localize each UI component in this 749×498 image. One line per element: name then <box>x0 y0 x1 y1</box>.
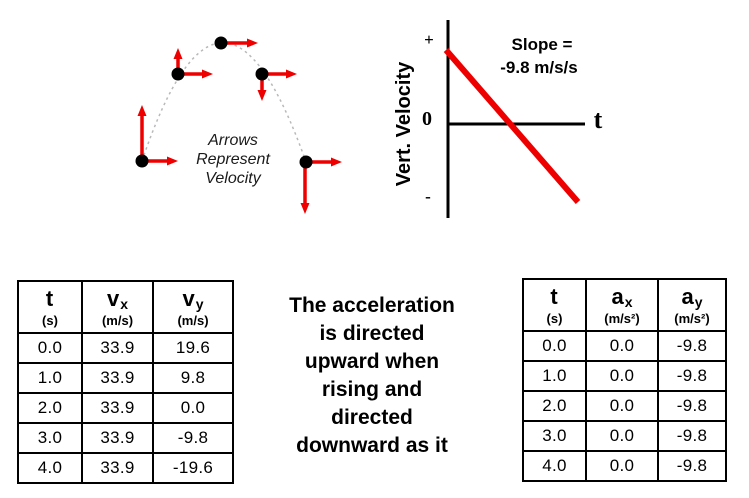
table-cell: 4.0 <box>17 452 83 484</box>
table-row: 3.0 33.9 -9.8 <box>17 422 234 454</box>
table-cell: 0.0 <box>585 450 659 482</box>
table-cell: -19.6 <box>152 452 234 484</box>
acceleration-table: t (s) ax (m/s²) ay (m/s²) 0.0 0.0 -9.8 <box>522 278 727 482</box>
projectile-dot <box>135 154 149 168</box>
projectile-points <box>135 36 313 169</box>
velocity-time-graph: + 0 - t Vert. Velocity Slope = -9.8 m/s/… <box>393 20 603 218</box>
table-cell: 2.0 <box>17 392 83 424</box>
y-tick-minus: - <box>425 187 431 206</box>
table-cell: 33.9 <box>81 362 154 394</box>
trajectory-caption-line: Velocity <box>205 170 261 187</box>
table-cell: -9.8 <box>657 390 727 422</box>
table-cell: 0.0 <box>585 420 659 452</box>
table-cell: -9.8 <box>152 422 234 454</box>
col-header-vy: vy (m/s) <box>152 280 234 334</box>
col-header-ay: ay (m/s²) <box>657 278 727 332</box>
table-cell: 0.0 <box>17 332 83 364</box>
col-header-t: t (s) <box>17 280 83 334</box>
projectile-dot <box>171 67 185 81</box>
table-cell: 0.0 <box>522 330 587 362</box>
statement-line: directed <box>331 406 413 429</box>
y-axis-label: Vert. Velocity <box>393 61 415 186</box>
velocity-table: t (s) vx (m/s) vy (m/s) 0.0 33.9 19.6 <box>17 280 234 484</box>
slope-annotation-line: Slope = <box>512 35 573 54</box>
table-cell: 0.0 <box>585 330 659 362</box>
table-cell: 33.9 <box>81 452 154 484</box>
table-cell: -9.8 <box>657 420 727 452</box>
table-cell: 2.0 <box>522 390 587 422</box>
table-row: 2.0 0.0 -9.8 <box>522 390 727 422</box>
table-cell: 33.9 <box>81 422 154 454</box>
trajectory-caption-line: Arrows <box>207 132 258 149</box>
y-tick-zero: 0 <box>422 108 432 130</box>
table-cell: 0.0 <box>585 390 659 422</box>
table-cell: 3.0 <box>522 420 587 452</box>
statement-line: The acceleration <box>289 294 455 317</box>
col-header-vx: vx (m/s) <box>81 280 154 334</box>
table-cell: 1.0 <box>17 362 83 394</box>
table-cell: 0.0 <box>585 360 659 392</box>
table-cell: -9.8 <box>657 360 727 392</box>
table-cell: 9.8 <box>152 362 234 394</box>
table-cell: 3.0 <box>17 422 83 454</box>
table-row: 4.0 0.0 -9.8 <box>522 450 727 482</box>
projectile-dot <box>214 36 228 50</box>
table-row: 1.0 33.9 9.8 <box>17 362 234 394</box>
statement-line: rising and <box>321 378 423 401</box>
table-cell: 33.9 <box>81 392 154 424</box>
table-row: 0.0 33.9 19.6 <box>17 332 234 364</box>
statement-line: is directed <box>319 322 425 345</box>
col-header-ax: ax (m/s²) <box>585 278 659 332</box>
table-header-row: t (s) vx (m/s) vy (m/s) <box>17 280 234 334</box>
table-cell: -9.8 <box>657 450 727 482</box>
table-cell: 1.0 <box>522 360 587 392</box>
statement-line: upward when <box>304 350 440 373</box>
projectile-dot <box>299 155 313 169</box>
table-row: 1.0 0.0 -9.8 <box>522 360 727 392</box>
table-cell: 33.9 <box>81 332 154 364</box>
acceleration-statement: The acceleration is directed upward when… <box>262 292 482 460</box>
col-header-t: t (s) <box>522 278 587 332</box>
table-cell: 0.0 <box>152 392 234 424</box>
trajectory-caption-line: Represent <box>196 151 270 168</box>
velocity-line <box>443 48 581 204</box>
table-row: 0.0 0.0 -9.8 <box>522 330 727 362</box>
table-cell: 19.6 <box>152 332 234 364</box>
table-cell: 4.0 <box>522 450 587 482</box>
x-axis-label: t <box>594 105 603 134</box>
table-row: 3.0 0.0 -9.8 <box>522 420 727 452</box>
table-row: 4.0 33.9 -19.6 <box>17 452 234 484</box>
table-header-row: t (s) ax (m/s²) ay (m/s²) <box>522 278 727 332</box>
table-cell: -9.8 <box>657 330 727 362</box>
table-row: 2.0 33.9 0.0 <box>17 392 234 424</box>
trajectory-diagram: Arrows Represent Velocity <box>135 36 342 214</box>
slope-annotation-line: -9.8 m/s/s <box>500 58 578 77</box>
statement-line: downward as it <box>296 434 448 457</box>
y-tick-plus: + <box>424 30 434 49</box>
projectile-dot <box>255 67 269 81</box>
